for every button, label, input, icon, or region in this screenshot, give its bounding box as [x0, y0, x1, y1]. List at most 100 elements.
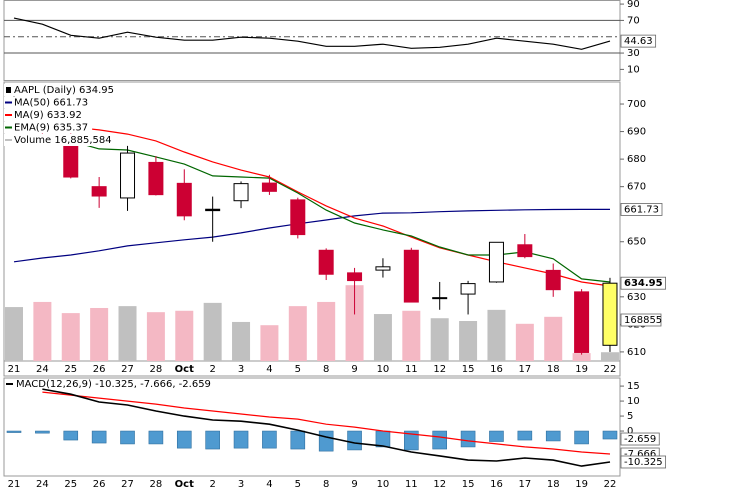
y-tick-label: 650	[627, 237, 646, 248]
histogram-bar	[517, 430, 533, 441]
histogram-bar	[63, 430, 79, 441]
x-tick-label: 28	[150, 479, 163, 490]
legend-bg	[4, 121, 93, 134]
y-tick-label: 30	[627, 48, 640, 59]
macd-line	[42, 388, 611, 467]
x-tick-label: 24	[36, 479, 49, 490]
x-tick-label: 26	[93, 364, 106, 375]
x-tick-label: 18	[547, 479, 560, 490]
x-tick-label: 24	[36, 364, 49, 375]
y-tick-label: 0	[627, 426, 633, 437]
volume-bar	[232, 321, 251, 361]
y-tick-label: 630	[627, 292, 646, 303]
volume-bar	[544, 316, 563, 361]
histogram-bar	[432, 430, 448, 450]
legend-text: Volume 16,885,584	[14, 135, 112, 146]
candle-body	[574, 291, 590, 353]
x-tick-label: 16	[490, 479, 503, 490]
histogram-bar	[233, 430, 249, 449]
volume-bar	[430, 318, 449, 361]
x-tick-label: 2	[209, 364, 215, 375]
legend-bg	[4, 84, 119, 96]
histogram-bar	[205, 430, 220, 450]
x-tick-label: 22	[604, 479, 617, 490]
histogram-bar	[602, 430, 618, 440]
volume-bar	[402, 310, 421, 361]
candle-body	[261, 182, 277, 192]
x-tick-label: 26	[93, 479, 106, 490]
x-tick-label: Oct	[175, 364, 194, 375]
volume-label: 168855	[624, 315, 662, 326]
last-value-box	[620, 34, 657, 48]
candle-body	[517, 244, 533, 258]
signal-line	[42, 391, 611, 455]
last-price-box	[620, 276, 666, 290]
y-tick-label: 610	[627, 347, 646, 358]
candle-body	[318, 249, 334, 275]
histogram-bar	[404, 430, 419, 451]
last-value-box	[620, 432, 660, 446]
histogram-bar	[91, 430, 107, 444]
volume-bar	[260, 325, 279, 361]
y-tick-label: 15	[627, 381, 640, 392]
legend-bg	[4, 96, 93, 109]
volume-bar	[515, 323, 534, 361]
rsi-panel	[3, 0, 621, 81]
histogram-bar	[6, 430, 22, 433]
candle-body	[375, 266, 391, 271]
histogram-bar	[290, 430, 306, 450]
x-tick-label: 10	[377, 479, 390, 490]
x-tick-label: 8	[323, 364, 329, 375]
x-tick-label: 11	[405, 479, 418, 490]
histogram-bar	[120, 430, 135, 445]
candle-body	[347, 272, 363, 282]
candle-body	[290, 199, 306, 236]
x-tick-label: 15	[462, 364, 475, 375]
legend-bg	[4, 109, 86, 121]
histogram-bar	[460, 430, 476, 448]
x-tick-label: 27	[121, 479, 134, 490]
y-tick-label: 90	[627, 0, 640, 10]
legend-text: MA(50) 661.73	[14, 98, 88, 109]
volume-bar	[146, 312, 165, 361]
last-value-box	[620, 203, 663, 216]
candle-body	[488, 241, 504, 283]
volume-bar	[175, 310, 194, 361]
candle-body	[233, 183, 249, 202]
volume-bar	[203, 302, 222, 361]
candle-body	[545, 269, 561, 291]
volume-bar	[459, 321, 478, 361]
volume-bar	[61, 313, 80, 361]
last-value: -2.659	[624, 434, 656, 445]
macd-plot: MACD(12,26,9) -10.325, -7.666, -2.659	[6, 379, 618, 467]
x-tick-label: 8	[323, 479, 329, 490]
candle-body	[91, 186, 107, 197]
x-tick-label: 21	[8, 364, 21, 375]
macd-title: MACD(12,26,9) -10.325, -7.666, -2.659	[16, 379, 211, 390]
volume-bar	[373, 314, 392, 361]
x-tick-label: Oct	[175, 479, 194, 490]
histogram-bar	[318, 430, 334, 452]
y-tick-label: 70	[627, 15, 640, 26]
x-tick-label: 4	[266, 364, 272, 375]
volume-bar	[600, 352, 619, 361]
volume-bar	[487, 309, 506, 361]
x-tick-label: 19	[575, 364, 588, 375]
histogram-bar	[35, 430, 50, 434]
last-value: -7.666	[624, 449, 656, 460]
volume-bar	[572, 353, 591, 361]
x-tick-label: 3	[238, 479, 244, 490]
last-value: 44.63	[624, 36, 653, 47]
histogram-bar	[545, 430, 561, 442]
x-tick-label: 19	[575, 479, 588, 490]
y-tick-label: 680	[627, 154, 646, 165]
x-tick-label: 11	[405, 364, 418, 375]
x-tick-label: 4	[266, 479, 272, 490]
candle-body	[602, 282, 618, 346]
candle-body	[403, 249, 419, 303]
x-tick-label: 10	[377, 364, 390, 375]
volume-bar	[5, 307, 23, 361]
x-tick-label: 9	[351, 479, 357, 490]
y-tick-label: 690	[627, 127, 646, 138]
volume-bar	[90, 307, 109, 361]
